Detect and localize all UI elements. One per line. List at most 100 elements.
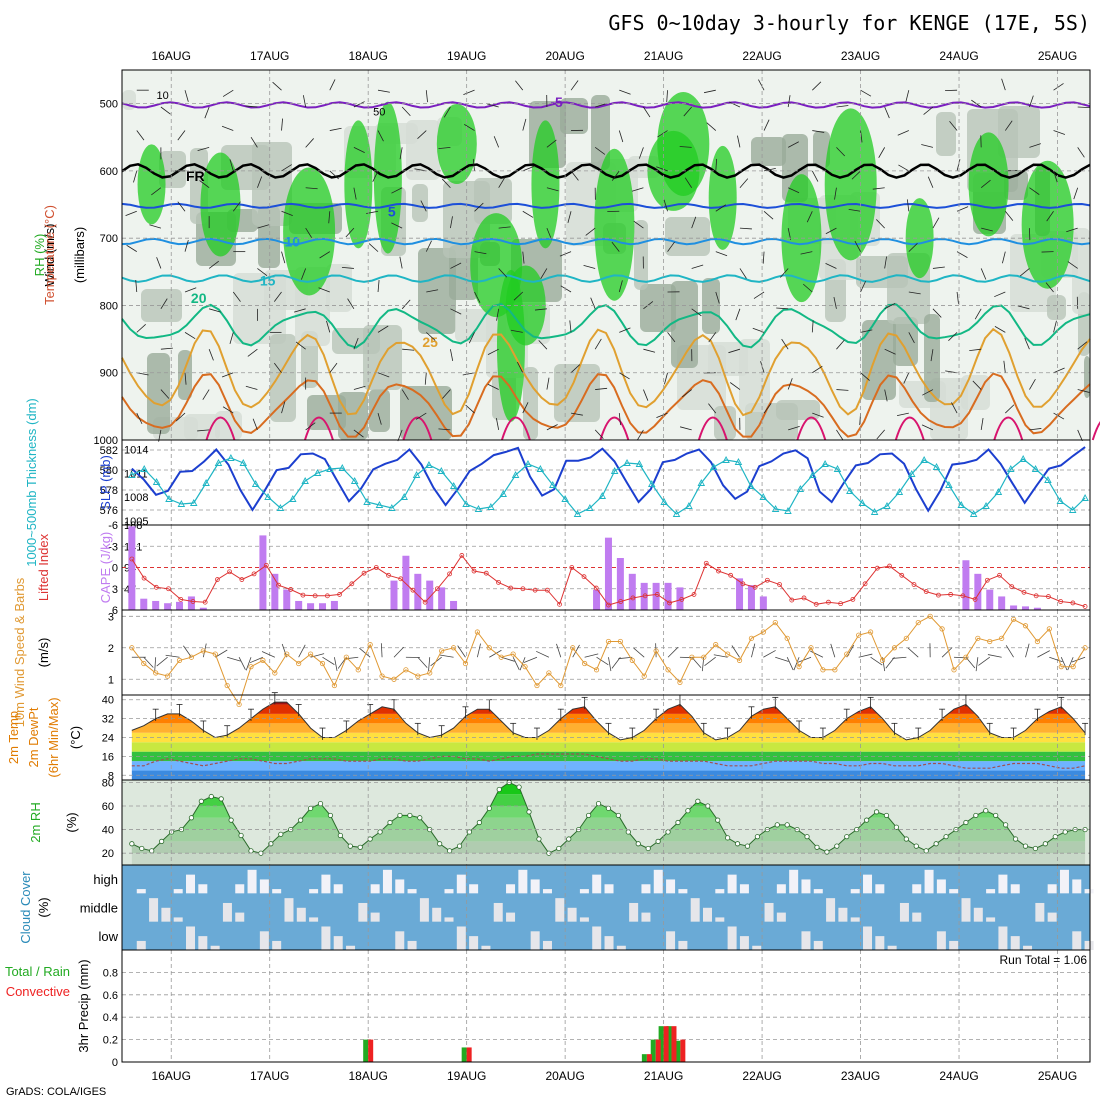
li-point xyxy=(227,569,233,575)
cloud-block xyxy=(875,884,885,894)
y-axis-label: (°C) xyxy=(68,726,83,749)
cloud-block xyxy=(333,884,343,894)
wind-barb xyxy=(1053,170,1058,183)
cloud-block xyxy=(850,917,860,922)
thickness-point xyxy=(499,490,507,497)
rh-band xyxy=(131,853,1086,865)
wind-barb xyxy=(631,187,644,192)
li-point xyxy=(1082,604,1088,609)
wind-barb xyxy=(472,158,475,171)
wind-speed-point xyxy=(1034,638,1041,645)
cloud-block xyxy=(887,945,897,950)
isotherm-hot xyxy=(894,416,925,441)
thickness-point xyxy=(400,493,408,500)
cloud-block xyxy=(469,936,479,950)
wind-barb xyxy=(1002,251,1006,264)
wind-barb xyxy=(927,176,934,188)
surface-barb xyxy=(572,644,580,658)
wind-barb xyxy=(715,251,728,257)
wind-barb xyxy=(273,291,282,302)
wind-barb xyxy=(1029,187,1040,195)
cloud-block xyxy=(961,898,971,922)
wind-barb xyxy=(468,332,475,344)
y-axis-label: 3hr Precip (mm) xyxy=(76,959,91,1052)
rh-shade xyxy=(418,248,456,334)
cape-bar xyxy=(664,582,672,610)
surface-barb xyxy=(310,653,325,658)
thickness-point xyxy=(945,481,953,488)
thickness-point xyxy=(1044,476,1052,483)
cloud-block xyxy=(321,874,331,894)
wind-speed-point xyxy=(856,632,862,638)
li-point xyxy=(434,586,440,592)
li-point xyxy=(386,572,391,578)
rh-point xyxy=(367,836,373,842)
y-axis-label: Cloud Cover xyxy=(18,871,33,944)
cape-bar xyxy=(390,580,398,610)
cloud-block xyxy=(616,945,626,950)
thickness-point xyxy=(1081,494,1089,501)
wind-speed-point xyxy=(379,673,385,679)
surface-barb xyxy=(344,656,359,660)
rh2m-panel: 20 40 60 80 2m RH (%) xyxy=(28,777,1091,866)
wind-barb xyxy=(836,105,849,108)
thickness-point xyxy=(833,465,842,472)
rh-point xyxy=(516,784,522,790)
wind-barb xyxy=(353,429,364,438)
panel-frame xyxy=(121,949,1091,1063)
rh-point xyxy=(307,805,314,811)
wind-barb xyxy=(590,297,596,309)
cloud-block xyxy=(370,884,380,894)
rh-shade xyxy=(141,289,182,322)
rh-shade xyxy=(665,217,710,256)
wind-speed-point xyxy=(427,670,433,676)
wind-barb xyxy=(391,187,403,194)
wind-barb xyxy=(836,339,845,350)
thickness-point xyxy=(635,460,644,467)
thickness-point xyxy=(598,492,607,499)
cloud-block xyxy=(579,917,589,922)
rh-shade xyxy=(326,264,352,312)
wind-barb xyxy=(922,389,934,396)
rh-shade xyxy=(893,317,918,366)
temp-band xyxy=(131,761,1086,771)
wind-speed-point xyxy=(355,667,361,673)
thickness-point xyxy=(524,460,532,467)
li-point xyxy=(752,584,758,590)
precip-total-bar xyxy=(658,1026,664,1062)
wind-barb xyxy=(735,308,741,321)
bottom-date-label: 20AUG xyxy=(545,1069,584,1083)
wind-barb xyxy=(1024,337,1030,350)
li-point xyxy=(190,599,196,604)
y-axis-label: RH (%) xyxy=(32,234,47,277)
wind-barb xyxy=(560,285,572,293)
thickness-point xyxy=(301,477,309,484)
wind-speed-point xyxy=(450,645,457,651)
wind-barb xyxy=(896,412,909,416)
thickness-point xyxy=(165,495,173,502)
surface-barb xyxy=(512,657,520,670)
surface-barb xyxy=(987,654,1002,658)
wind-barb xyxy=(981,227,993,232)
wind-speed-point xyxy=(748,635,755,641)
thickness-point xyxy=(1019,455,1027,462)
rh-band xyxy=(131,805,1086,818)
wind-barb xyxy=(763,210,774,220)
cloud-block xyxy=(715,889,725,894)
top-date-label: 21AUG xyxy=(644,49,683,63)
wind-barb xyxy=(860,329,873,333)
surface-barb xyxy=(261,651,275,658)
cloud-block xyxy=(407,889,417,894)
thickness-point xyxy=(610,467,619,474)
wind-speed-point xyxy=(546,670,552,676)
cloud-block xyxy=(998,874,1008,894)
wind-barb xyxy=(836,429,844,441)
isotherm-label: 10 xyxy=(284,233,300,249)
wind-barb xyxy=(510,329,523,333)
cloud-block xyxy=(481,945,491,950)
rh-shade xyxy=(147,353,170,434)
wind-barb xyxy=(763,403,772,414)
surface-barb xyxy=(439,654,454,658)
li-point xyxy=(777,582,782,587)
cloud-block xyxy=(1072,931,1082,950)
